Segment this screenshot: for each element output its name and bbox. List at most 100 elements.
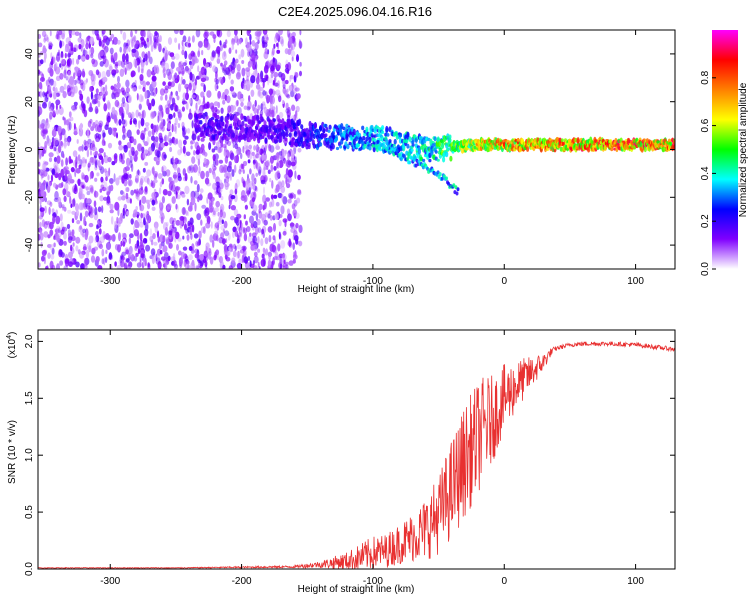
heatmap-cell — [235, 49, 238, 54]
heatmap-cell — [190, 196, 196, 206]
heatmap-cell — [106, 199, 111, 206]
heatmap-cell — [327, 129, 331, 133]
heatmap-cell — [156, 230, 160, 239]
heatmap-cell — [191, 156, 196, 164]
heatmap-cell — [79, 93, 84, 102]
heatmap-cell — [191, 120, 194, 129]
heatmap-cell — [228, 73, 231, 80]
heatmap-cell — [215, 78, 219, 85]
heatmap-cell — [408, 136, 412, 142]
heatmap-cell — [255, 153, 259, 159]
heatmap-cell — [183, 139, 187, 145]
heatmap-cell — [284, 48, 289, 55]
heatmap-cell — [313, 122, 317, 129]
heatmap-cell — [82, 184, 86, 189]
heatmap-cell — [163, 73, 166, 78]
heatmap-cell — [266, 36, 269, 41]
heatmap-cell — [114, 69, 119, 74]
heatmap-cell — [144, 90, 148, 99]
heatmap-cell — [261, 213, 267, 223]
heatmap-cell — [243, 214, 246, 220]
heatmap-cell — [245, 37, 248, 46]
heatmap-cell — [230, 65, 236, 74]
heatmap-cell — [261, 228, 265, 235]
heatmap-cell — [177, 175, 182, 182]
heatmap-cell — [97, 100, 101, 108]
heatmap-cell — [107, 142, 113, 149]
heatmap-cell — [280, 205, 285, 215]
heatmap-cell — [85, 36, 89, 46]
heatmap-cell — [294, 87, 300, 92]
heatmap-cell — [167, 255, 171, 261]
heatmap-cell — [147, 130, 152, 137]
heatmap-cell — [157, 236, 160, 243]
heatmap-cell — [42, 45, 46, 54]
heatmap-cell — [224, 155, 229, 164]
heatmap-cell — [59, 72, 64, 80]
heatmap-cell — [190, 140, 193, 145]
heatmap-cell — [68, 111, 72, 118]
heatmap-cell — [257, 227, 262, 233]
heatmap-cell — [138, 85, 142, 90]
heatmap-cell — [89, 36, 94, 46]
heatmap-cell — [113, 52, 118, 62]
heatmap-cell — [60, 128, 66, 136]
heatmap-cell — [361, 125, 365, 131]
heatmap-cell — [281, 38, 284, 47]
heatmap-cell — [178, 83, 182, 93]
heatmap-cell — [142, 109, 146, 119]
heatmap-cell — [265, 165, 269, 170]
heatmap-cell — [298, 39, 301, 48]
heatmap-cell — [63, 240, 67, 246]
heatmap-cell — [240, 48, 245, 58]
heatmap-cell — [89, 102, 92, 111]
heatmap-cell — [231, 132, 235, 138]
heatmap-cell — [38, 161, 41, 167]
heatmap-cell — [106, 115, 111, 123]
heatmap-cell — [199, 120, 203, 125]
heatmap-cell — [232, 250, 237, 258]
heatmap-cell — [63, 83, 67, 90]
heatmap-cell — [167, 122, 171, 130]
heatmap-cell — [255, 61, 258, 71]
heatmap-cell — [172, 260, 177, 267]
heatmap-cell — [95, 234, 100, 243]
heatmap-cell — [285, 264, 289, 269]
heatmap-cell — [127, 94, 132, 104]
heatmap-cell — [275, 152, 280, 161]
colorbar-tick-label: 0.8 — [700, 70, 711, 84]
heatmap-cell — [275, 184, 280, 193]
heatmap-cell — [194, 253, 199, 259]
heatmap-cell — [111, 161, 116, 166]
heatmap-cell — [383, 144, 386, 149]
heatmap-cell — [249, 215, 254, 224]
heatmap-cell — [72, 197, 76, 207]
heatmap-cell — [97, 265, 103, 269]
heatmap-cell — [278, 231, 281, 240]
heatmap-cell — [140, 130, 146, 137]
heatmap-cell — [172, 253, 176, 261]
heatmap-cell — [89, 156, 94, 163]
heatmap-cell — [299, 70, 302, 77]
heatmap-cell — [182, 130, 186, 138]
heatmap-cell — [85, 78, 88, 83]
heatmap-cell — [126, 157, 130, 167]
heatmap-cell — [197, 196, 200, 203]
heatmap-cell — [136, 194, 140, 201]
heatmap-cell — [159, 35, 162, 43]
heatmap-cell — [253, 107, 258, 114]
heatmap-cell — [262, 194, 267, 204]
heatmap-cell — [130, 218, 134, 225]
heatmap-cell — [181, 45, 185, 51]
heatmap-cell — [75, 156, 78, 165]
heatmap-cell — [263, 219, 268, 226]
heatmap-cell — [81, 68, 85, 78]
heatmap-cell — [131, 39, 134, 48]
heatmap-cell — [260, 238, 264, 247]
heatmap-cell — [267, 78, 270, 86]
heatmap-cell — [175, 138, 179, 145]
heatmap-cell — [179, 30, 184, 36]
heatmap-cell — [38, 181, 42, 187]
heatmap-cell — [234, 34, 239, 44]
spectrogram-x-ticks: -300 -200 -100 0 100 — [100, 30, 644, 287]
